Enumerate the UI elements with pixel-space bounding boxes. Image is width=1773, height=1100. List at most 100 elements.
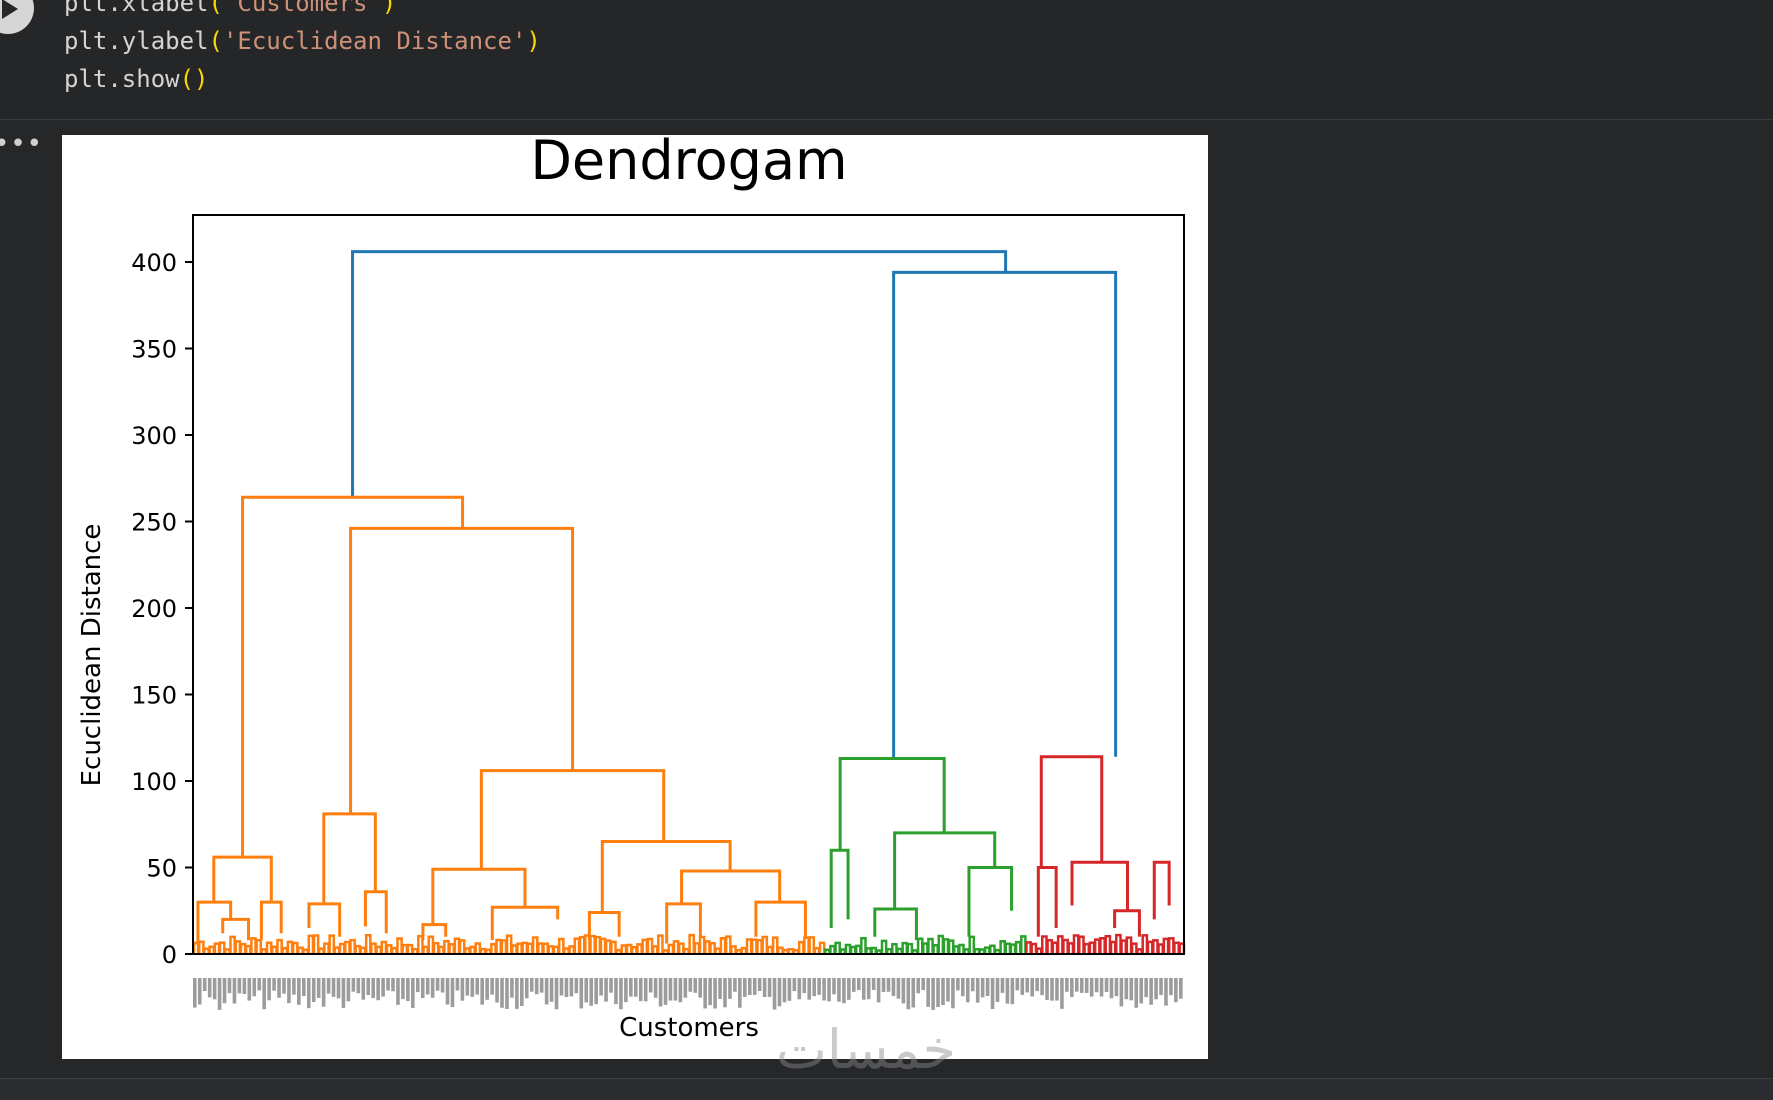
output-menu-icon[interactable]: ••• bbox=[0, 129, 44, 159]
dendrogram-leaf-link bbox=[657, 934, 664, 954]
dendrogram-leaf-link bbox=[797, 940, 805, 954]
dendrogram-leaf-link bbox=[328, 934, 336, 954]
leaf-label bbox=[1035, 978, 1039, 992]
dendrogram-link-red bbox=[1113, 909, 1141, 937]
dendrogram-leaf-link bbox=[1083, 942, 1091, 954]
leaf-label bbox=[450, 978, 455, 1008]
leaf-label bbox=[1124, 978, 1129, 1000]
dendrogram-link-orange bbox=[680, 869, 782, 904]
dendrogram-leaf-link bbox=[667, 943, 675, 954]
dendrogram-leaf-link bbox=[291, 941, 299, 954]
leaf-label bbox=[505, 978, 509, 1009]
leaf-label bbox=[346, 978, 351, 1002]
code-paren: ( bbox=[208, 0, 223, 17]
leaf-label bbox=[510, 978, 514, 998]
dendrogram-leaf-link bbox=[208, 945, 216, 954]
leaf-label bbox=[406, 978, 410, 1002]
leaf-label bbox=[901, 978, 906, 1004]
code-paren: ) bbox=[194, 65, 209, 93]
leaf-label bbox=[970, 978, 975, 992]
dendrogram-leaf-link bbox=[1067, 942, 1075, 954]
leaf-label bbox=[762, 978, 767, 998]
chart-title: Dendrogam bbox=[530, 135, 847, 192]
code-line-2[interactable]: plt.ylabel('Ecuclidean Distance') bbox=[64, 26, 541, 56]
leaf-label bbox=[277, 978, 281, 998]
leaf-label bbox=[599, 978, 603, 996]
dendrogram-leaf-link bbox=[1152, 939, 1159, 954]
dendrogram-leaf-link bbox=[448, 943, 456, 954]
dendrogram-leaf-link bbox=[521, 941, 529, 954]
leaf-label bbox=[965, 978, 970, 1003]
dendrogram-leaf-link bbox=[1030, 942, 1038, 954]
leaf-label bbox=[287, 978, 291, 1004]
leaf-label bbox=[520, 978, 524, 1007]
leaf-label bbox=[515, 978, 519, 1009]
dendrogram-leaf-link bbox=[901, 941, 909, 954]
leaf-label bbox=[1149, 978, 1153, 1005]
dendrogram-leaf-link bbox=[1004, 942, 1012, 954]
dendrogram-leaf-link bbox=[1078, 935, 1085, 954]
dendrogram-leaf-link bbox=[354, 944, 362, 954]
leaf-label bbox=[916, 978, 921, 994]
code-cell[interactable]: plt.xlabel('Customers') plt.ylabel('Ecuc… bbox=[0, 0, 1773, 120]
leaf-label bbox=[1045, 978, 1049, 1000]
dendrogram-leaf-link bbox=[610, 940, 617, 954]
leaf-label bbox=[539, 978, 544, 993]
leaf-label bbox=[653, 978, 658, 998]
leaf-label bbox=[267, 978, 271, 1001]
leaf-label bbox=[866, 978, 871, 1000]
leaf-label bbox=[554, 978, 559, 1010]
dendrogram-leaf-link bbox=[808, 936, 816, 954]
leaf-label bbox=[574, 978, 579, 994]
dendrogram-leaf-link bbox=[401, 943, 409, 954]
dendrogram-leaf-link bbox=[803, 936, 810, 954]
dendrogram-link-orange bbox=[479, 769, 666, 870]
leaf-label bbox=[1010, 978, 1015, 1005]
code-func: plt.show bbox=[64, 65, 180, 93]
code-line-3[interactable]: plt.show() bbox=[64, 64, 209, 94]
leaf-label bbox=[594, 978, 598, 1005]
leaf-label bbox=[891, 978, 896, 997]
y-tick-label: 200 bbox=[131, 595, 177, 623]
dendrogram-link-red bbox=[1070, 860, 1130, 911]
dendrogram-link-red bbox=[1152, 860, 1171, 920]
leaf-label bbox=[688, 978, 693, 992]
dendrogram-leaf-link bbox=[286, 940, 294, 954]
dendrogram-leaf-link bbox=[547, 945, 555, 954]
code-paren: ( bbox=[179, 65, 195, 93]
leaf-label bbox=[247, 978, 252, 1001]
dendrogram-leaf-link bbox=[1099, 937, 1106, 954]
leaf-label bbox=[262, 978, 266, 1010]
code-line-1[interactable]: plt.xlabel('Customers') bbox=[64, 0, 396, 18]
leaf-label bbox=[1109, 978, 1114, 999]
y-axis-label: Ecuclidean Distance bbox=[77, 524, 107, 787]
dendrogram-figure: Dendrogam 0 50 100 150 200 250 300 350 400 Ecucl… bbox=[62, 135, 1208, 1059]
dendrogram-leaf-link bbox=[704, 940, 711, 954]
y-tick-label: 250 bbox=[131, 509, 177, 537]
leaf-label bbox=[807, 978, 812, 1000]
dendrogram-leaf-link bbox=[573, 937, 581, 954]
leaf-label bbox=[272, 978, 276, 991]
run-cell-button[interactable] bbox=[0, 0, 34, 34]
leaf-label bbox=[698, 978, 703, 998]
dendrogram-leaf-link bbox=[417, 934, 424, 954]
leaf-label bbox=[411, 978, 415, 1009]
leaf-label bbox=[306, 978, 311, 1009]
leaf-label bbox=[361, 978, 366, 1000]
leaf-label bbox=[227, 978, 232, 994]
plot-frame bbox=[192, 214, 1185, 955]
leaf-label bbox=[861, 978, 866, 1000]
dendrogram-leaf-link bbox=[406, 943, 414, 954]
dendrogram-leaf-link bbox=[213, 942, 221, 954]
dendrogram-leaf-link bbox=[490, 942, 497, 954]
leaf-label bbox=[990, 978, 995, 1009]
leaf-label bbox=[946, 978, 950, 1002]
leaf-label bbox=[336, 978, 341, 999]
dendrogram-leaf-link bbox=[849, 945, 857, 954]
dendrogram-leaf-link bbox=[932, 944, 939, 954]
leaf-label bbox=[197, 978, 202, 1005]
dendrogram-leaf-link bbox=[505, 934, 513, 954]
dendrogram-leaf-link bbox=[651, 945, 659, 954]
leaf-label bbox=[297, 978, 301, 1005]
leaf-label bbox=[1050, 978, 1054, 1001]
